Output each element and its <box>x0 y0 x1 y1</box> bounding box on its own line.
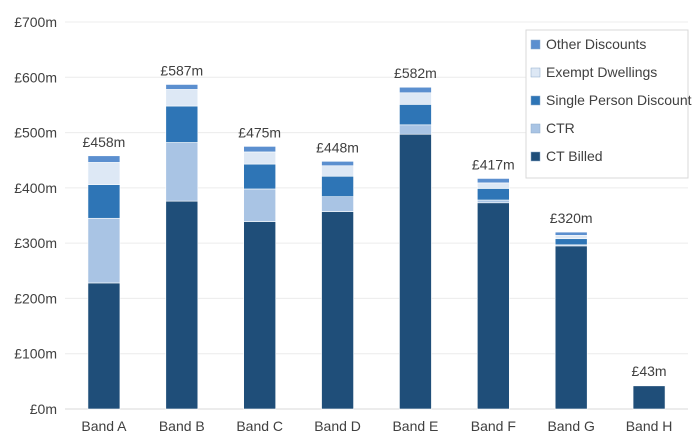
bar-total-label: £458m <box>83 134 126 150</box>
legend-swatch <box>530 39 541 50</box>
bar-segment-ct-billed <box>165 200 199 410</box>
y-tick-label: £400m <box>14 180 57 196</box>
legend-label: CTR <box>546 120 575 136</box>
x-tick-label: Band H <box>626 418 673 434</box>
x-tick-label: Band E <box>392 418 438 434</box>
bar-segment-ctr <box>321 196 354 212</box>
legend-swatch <box>530 67 541 78</box>
x-tick-label: Band A <box>81 418 127 434</box>
legend-swatch <box>530 123 541 134</box>
y-tick-label: £300m <box>14 235 57 251</box>
bar-segment-ctr <box>477 199 510 204</box>
x-tick-label: Band B <box>159 418 205 434</box>
bar-segment-other-discounts <box>554 231 588 236</box>
legend-swatch <box>530 95 541 106</box>
y-tick-label: £200m <box>14 290 57 306</box>
bar-segment-exempt-dwellings <box>321 165 354 177</box>
y-tick-label: £0m <box>30 401 57 417</box>
bar-segment-other-discounts <box>399 86 432 94</box>
legend-box <box>525 29 689 179</box>
legend: Other Discounts Exempt Dwellings Single Pe… <box>525 29 692 179</box>
y-tick-label: £100m <box>14 346 57 362</box>
legend-swatch <box>530 151 541 162</box>
bar-segment-single-person-discount <box>165 105 199 143</box>
legend-label: Other Discounts <box>546 36 646 52</box>
legend-label: Single Person Discount <box>546 92 692 108</box>
bar-segment-ct-billed <box>321 211 354 410</box>
bar-segment-single-person-discount <box>554 238 588 246</box>
bar-segment-ct-billed <box>243 221 276 410</box>
bar-segment-ct-billed <box>399 133 432 410</box>
bars <box>87 84 666 410</box>
y-tick-label: £600m <box>14 69 57 85</box>
bar-segment-ctr <box>243 188 276 222</box>
bar-segment-ct-billed <box>632 385 666 410</box>
legend-label: CT Billed <box>546 148 603 164</box>
bar-total-label: £475m <box>238 124 281 140</box>
bar-segment-ct-billed <box>477 202 510 410</box>
bar-segment-ct-billed <box>87 282 121 410</box>
legend-label: Exempt Dwellings <box>546 64 657 80</box>
bar-segment-single-person-discount <box>321 175 354 198</box>
bar-segment-exempt-dwellings <box>87 162 121 185</box>
bar-segment-exempt-dwellings <box>243 151 276 165</box>
bar-segment-ctr <box>87 217 121 284</box>
y-tick-label: £700m <box>14 14 57 30</box>
bar-segment-other-discounts <box>477 178 510 184</box>
bar-total-label: £43m <box>632 363 667 379</box>
bar-total-label: £320m <box>550 210 593 226</box>
bar-total-label: £582m <box>394 65 437 81</box>
bar-segment-exempt-dwellings <box>554 235 588 240</box>
x-tick-label: Band D <box>314 418 361 434</box>
bar-total-label: £587m <box>160 62 203 78</box>
bar-segment-exempt-dwellings <box>399 92 432 105</box>
bar-segment-other-discounts <box>87 155 121 163</box>
bar-segment-single-person-discount <box>477 188 510 201</box>
x-tick-label: Band F <box>471 418 516 434</box>
bar-segment-ct-billed <box>554 245 588 410</box>
bar-segment-exempt-dwellings <box>477 182 510 189</box>
labels: £0m £100m £200m £300m £400m £500m £600m £700m £4… <box>14 14 672 434</box>
x-tick-label: Band G <box>547 418 594 434</box>
x-tick-label: Band C <box>236 418 283 434</box>
bar-segment-other-discounts <box>243 146 276 153</box>
bar-total-label: £417m <box>472 156 515 172</box>
bar-segment-other-discounts <box>165 84 199 90</box>
bar-segment-other-discounts <box>321 161 354 167</box>
bar-segment-other-discounts <box>632 384 666 387</box>
bar-segment-ctr <box>399 124 432 135</box>
bar-segment-single-person-discount <box>399 104 432 126</box>
bar-total-label: £448m <box>316 139 359 155</box>
y-tick-label: £500m <box>14 125 57 141</box>
bar-segment-exempt-dwellings <box>165 89 199 107</box>
bar-segment-single-person-discount <box>243 163 276 190</box>
bar-segment-single-person-discount <box>87 184 121 219</box>
bar-segment-ctr <box>165 142 199 202</box>
